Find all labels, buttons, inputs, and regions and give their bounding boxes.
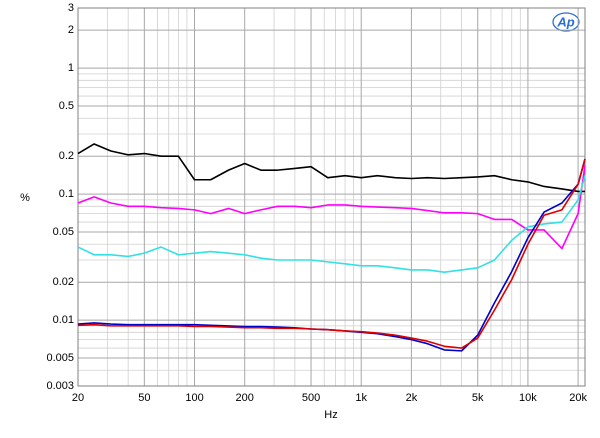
- x-tick-label: 100: [185, 392, 203, 404]
- y-tick-label: 0.5: [59, 100, 74, 112]
- x-tick-label: 20: [72, 392, 84, 404]
- y-tick-label: 0.2: [59, 150, 74, 162]
- logo-ring: [552, 12, 580, 32]
- y-tick-label: 0.05: [53, 226, 74, 238]
- y-tick-label: 0.1: [59, 188, 74, 200]
- series-line: [77, 175, 586, 274]
- y-tick-label: 1: [68, 62, 74, 74]
- x-tick-label: 1k: [355, 392, 367, 404]
- plot-frame: [77, 7, 586, 387]
- plot-area: [78, 8, 585, 386]
- y-tick-label: 0.01: [53, 314, 74, 326]
- logo: Ap: [556, 14, 574, 29]
- y-tick-label: 0.003: [46, 380, 74, 392]
- series-line: [77, 143, 585, 193]
- series-line: [77, 158, 586, 349]
- x-tick-label: 50: [138, 392, 150, 404]
- x-axis-label: Hz: [324, 409, 337, 421]
- x-tick-label: 20k: [569, 392, 587, 404]
- y-tick-label: 0.02: [53, 276, 74, 288]
- x-tick-label: 500: [302, 392, 320, 404]
- series-line: [77, 164, 586, 250]
- y-tick-label: 2: [68, 24, 74, 36]
- y-tick-label: 3: [68, 2, 74, 14]
- x-tick-label: 5k: [472, 392, 484, 404]
- x-tick-label: 10k: [519, 392, 537, 404]
- y-axis-label: %: [20, 192, 30, 204]
- x-tick-label: 200: [236, 392, 254, 404]
- x-tick-label: 2k: [406, 392, 418, 404]
- y-tick-label: 0.005: [46, 352, 74, 364]
